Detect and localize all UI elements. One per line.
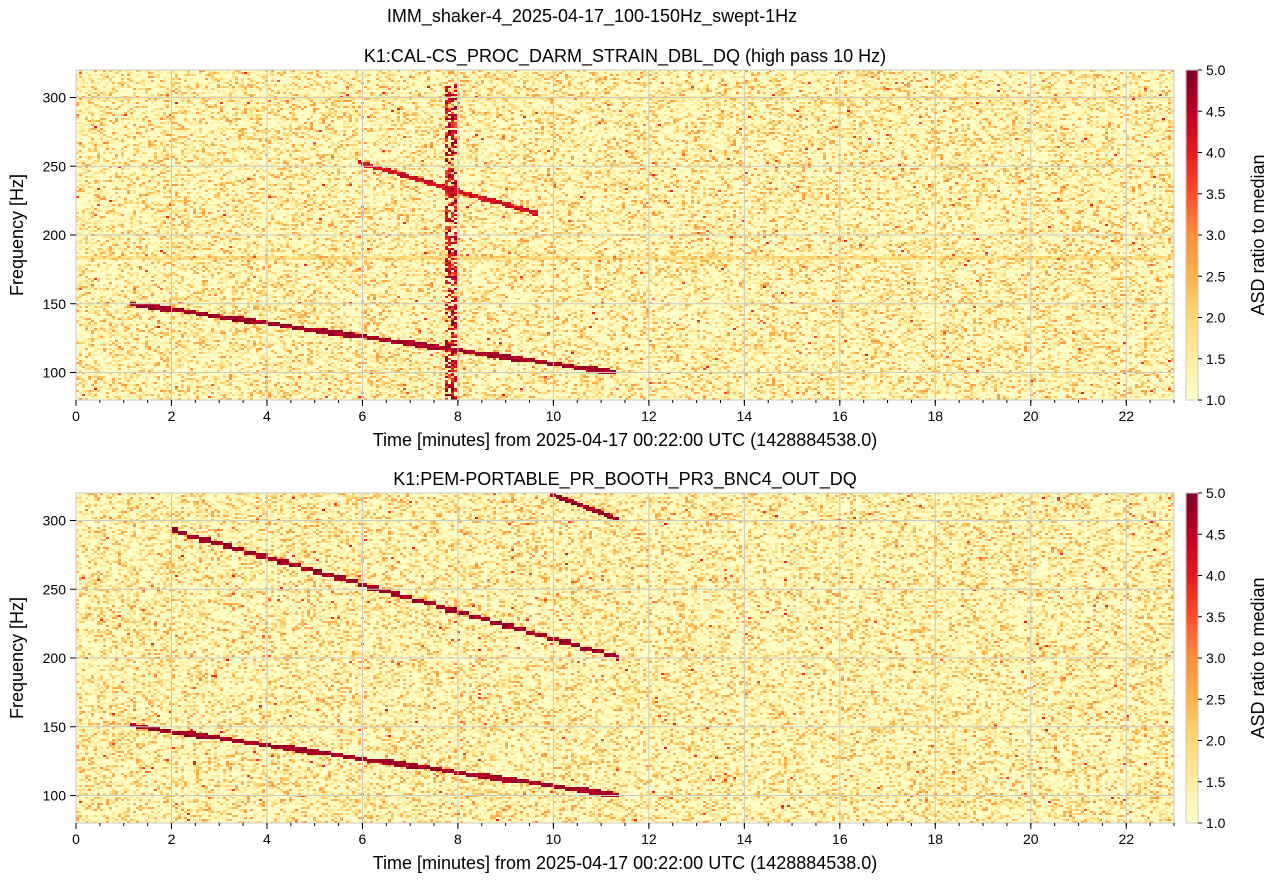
- x-tick-label: 16: [832, 831, 848, 847]
- panel-2-ylabel: Frequency [Hz]: [7, 597, 27, 719]
- figure-suptitle: IMM_shaker-4_2025-04-17_100-150Hz_swept-…: [386, 6, 798, 26]
- panel-1-y-axis: 100 150 200 250 300 Frequency [Hz]: [7, 90, 76, 381]
- colorbar-tick-label: 4.0: [1206, 568, 1226, 584]
- panel-1-x-axis: 0 2 4 6 8 10 12 14 16 18 20 22 Time [minutes] from 2…: [72, 400, 1175, 450]
- y-tick-label: 200: [43, 650, 67, 666]
- x-tick-label: 16: [832, 408, 848, 424]
- x-tick-label: 12: [641, 831, 657, 847]
- colorbar-tick-label: 2.0: [1206, 310, 1226, 326]
- x-tick-label: 6: [359, 831, 367, 847]
- panel-2-grid: [75, 493, 1174, 823]
- panel-2-colorbar: 1.0 1.5 2.0 2.5 3.0 3.5 4.0 4.5 5.0 ASD ratio to …: [1185, 485, 1267, 831]
- y-tick-label: 300: [43, 513, 67, 529]
- colorbar-tick-label: 1.5: [1206, 351, 1226, 367]
- x-tick-label: 20: [1023, 408, 1039, 424]
- colorbar-tick-label: 2.5: [1206, 268, 1226, 284]
- colorbar-tick-label: 5.0: [1206, 485, 1226, 501]
- x-tick-label: 14: [737, 831, 753, 847]
- x-tick-label: 20: [1023, 831, 1039, 847]
- x-tick-label: 0: [72, 831, 80, 847]
- y-tick-label: 300: [43, 90, 67, 106]
- colorbar-tick-label: 2.0: [1206, 733, 1226, 749]
- panel-1-xlabel: Time [minutes] from 2025-04-17 00:22:00 …: [373, 430, 878, 450]
- y-tick-label: 100: [43, 365, 67, 381]
- colorbar-tick-label: 4.0: [1206, 145, 1226, 161]
- colorbar-tick-label: 4.5: [1206, 526, 1226, 542]
- panel-1-colorbar: 1.0 1.5 2.0 2.5 3.0 3.5 4.0 4.5 5.0 ASD ratio to …: [1185, 62, 1267, 408]
- x-tick-label: 10: [546, 408, 562, 424]
- x-tick-label: 8: [454, 408, 462, 424]
- x-tick-label: 22: [1118, 408, 1134, 424]
- x-tick-label: 2: [168, 408, 176, 424]
- colorbar-tick-label: 3.0: [1206, 650, 1226, 666]
- x-tick-label: 2: [168, 831, 176, 847]
- panel-2-x-axis: 0 2 4 6 8 10 12 14 16 18 20 22 Time [minutes] from 2…: [72, 823, 1175, 873]
- x-tick-label: 4: [263, 408, 271, 424]
- colorbar-tick-label: 2.5: [1206, 691, 1226, 707]
- y-tick-label: 150: [43, 296, 67, 312]
- x-tick-label: 18: [928, 408, 944, 424]
- panel-1-colorbar-label: ASD ratio to median: [1248, 154, 1267, 315]
- y-tick-label: 250: [43, 158, 67, 174]
- colorbar-tick-label: 3.0: [1206, 227, 1226, 243]
- colorbar-tick-label: 1.0: [1206, 392, 1226, 408]
- x-tick-label: 0: [72, 408, 80, 424]
- panel-2-xlabel: Time [minutes] from 2025-04-17 00:22:00 …: [373, 853, 878, 873]
- x-tick-label: 6: [359, 408, 367, 424]
- x-tick-label: 4: [263, 831, 271, 847]
- y-tick-label: 150: [43, 719, 67, 735]
- x-tick-label: 8: [454, 831, 462, 847]
- x-tick-label: 12: [641, 408, 657, 424]
- panel-2-colorbar-label: ASD ratio to median: [1248, 577, 1267, 738]
- panel-1-title: K1:CAL-CS_PROC_DARM_STRAIN_DBL_DQ (high …: [364, 46, 886, 67]
- panel-1: K1:CAL-CS_PROC_DARM_STRAIN_DBL_DQ (high …: [7, 46, 1267, 450]
- colorbar-gradient: [1185, 492, 1199, 824]
- colorbar-tick-label: 1.0: [1206, 815, 1226, 831]
- panel-1-ylabel: Frequency [Hz]: [7, 174, 27, 296]
- y-tick-label: 200: [43, 227, 67, 243]
- x-tick-label: 18: [928, 831, 944, 847]
- panel-2-y-axis: 100 150 200 250 300 Frequency [Hz]: [7, 513, 76, 804]
- x-tick-label: 22: [1118, 831, 1134, 847]
- colorbar-gradient: [1185, 69, 1199, 401]
- colorbar-tick-label: 5.0: [1206, 62, 1226, 78]
- panel-2-title: K1:PEM-PORTABLE_PR_BOOTH_PR3_BNC4_OUT_DQ: [393, 469, 856, 490]
- colorbar-tick-label: 4.5: [1206, 103, 1226, 119]
- x-tick-label: 10: [546, 831, 562, 847]
- colorbar-tick-label: 3.5: [1206, 186, 1226, 202]
- y-tick-label: 100: [43, 788, 67, 804]
- panel-2: K1:PEM-PORTABLE_PR_BOOTH_PR3_BNC4_OUT_DQ…: [7, 469, 1267, 873]
- y-tick-label: 250: [43, 581, 67, 597]
- x-tick-label: 14: [737, 408, 753, 424]
- colorbar-tick-label: 3.5: [1206, 609, 1226, 625]
- colorbar-tick-label: 1.5: [1206, 774, 1226, 790]
